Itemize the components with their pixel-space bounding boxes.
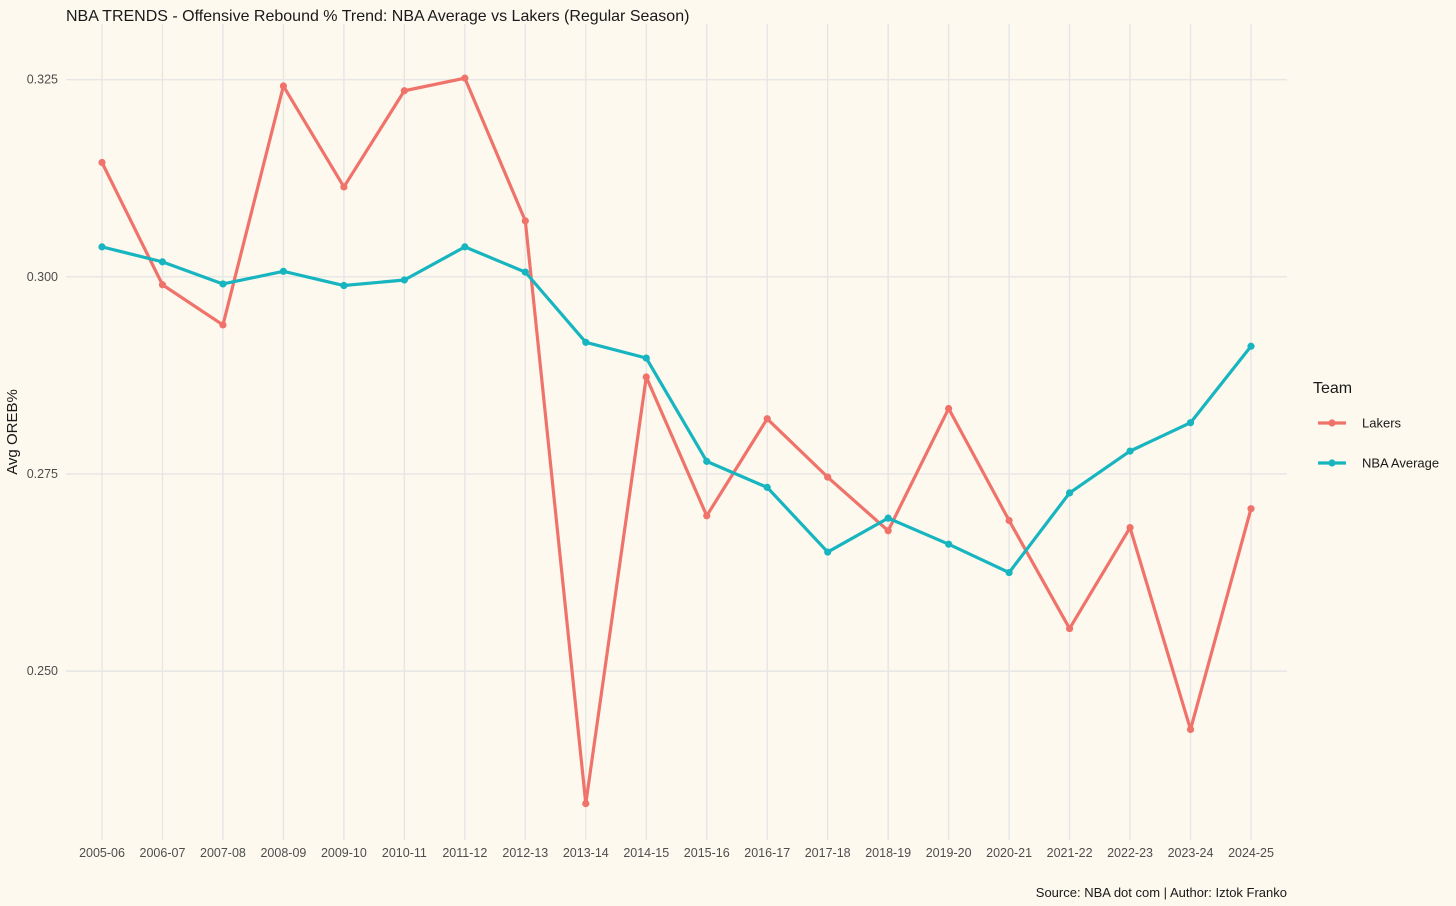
data-point-nba-average xyxy=(279,267,288,275)
data-point-nba-average xyxy=(703,457,711,465)
data-point-nba-average xyxy=(1126,447,1134,455)
y-tick-label: 0.275 xyxy=(27,467,58,481)
data-point-nba-average xyxy=(158,258,167,266)
data-point-nba-average xyxy=(1247,342,1255,350)
x-tick-label: 2024-25 xyxy=(1228,846,1274,860)
legend-label: Lakers xyxy=(1362,416,1402,431)
legend-item-lakers: Lakers xyxy=(1318,416,1402,431)
data-point-lakers xyxy=(1005,516,1013,525)
data-point-lakers xyxy=(1065,624,1074,633)
data-point-lakers xyxy=(945,404,953,413)
data-point-lakers xyxy=(1126,524,1134,532)
data-point-nba-average xyxy=(400,276,408,284)
data-point-lakers xyxy=(219,321,227,329)
data-point-lakers xyxy=(521,217,529,225)
data-point-nba-average xyxy=(1065,489,1074,497)
data-point-lakers xyxy=(703,512,711,520)
x-tick-label: 2022-23 xyxy=(1107,846,1153,860)
x-tick-label: 2020-21 xyxy=(986,846,1032,860)
legend-label: NBA Average xyxy=(1362,456,1439,471)
data-point-lakers xyxy=(158,281,167,289)
legend-title: Team xyxy=(1313,380,1352,397)
legend: Team Lakers NBA Average xyxy=(1313,380,1439,471)
data-point-lakers xyxy=(1186,725,1195,734)
x-tick-label: 2011-12 xyxy=(442,846,487,860)
x-tick-label: 2021-22 xyxy=(1047,846,1093,860)
x-tick-label: 2005-06 xyxy=(79,846,125,860)
x-tick-label: 2014-15 xyxy=(623,846,669,860)
data-point-nba-average xyxy=(98,243,106,251)
x-axis-ticks: 2005-06 2006-07 2007-08 2008-09 2009-10 2010-… xyxy=(79,846,1274,860)
x-tick-label: 2010-11 xyxy=(382,846,427,860)
data-point-nba-average xyxy=(340,281,348,290)
data-point-nba-average xyxy=(763,483,771,491)
legend-key-point xyxy=(1328,419,1336,427)
data-point-nba-average xyxy=(219,280,227,288)
series-nba-average xyxy=(98,243,1255,577)
data-point-lakers xyxy=(642,373,650,381)
data-point-nba-average xyxy=(642,354,650,362)
data-point-lakers xyxy=(824,473,832,481)
data-point-lakers xyxy=(400,87,408,95)
y-tick-label: 0.300 xyxy=(27,270,58,284)
chart-title: NBA TRENDS - Offensive Rebound % Trend: … xyxy=(66,8,689,25)
x-tick-label: 2007-08 xyxy=(200,846,246,860)
legend-key-point xyxy=(1328,459,1336,467)
y-tick-label: 0.250 xyxy=(27,664,58,678)
x-tick-label: 2015-16 xyxy=(684,846,730,860)
y-axis-ticks: 0.250 0.275 0.300 0.325 xyxy=(27,73,58,678)
series-line-lakers xyxy=(100,76,1253,806)
x-tick-label: 2012-13 xyxy=(502,846,548,860)
x-tick-label: 2019-20 xyxy=(926,846,972,860)
y-axis-title: Avg OREB% xyxy=(4,389,21,475)
series-lakers xyxy=(98,74,1255,808)
data-point-nba-average xyxy=(884,514,892,522)
x-tick-label: 2017-18 xyxy=(805,846,851,860)
x-tick-label: 2008-09 xyxy=(260,846,306,860)
data-point-nba-average xyxy=(945,540,953,548)
series-line-nba-average xyxy=(100,245,1253,575)
data-point-nba-average xyxy=(824,548,832,556)
x-tick-label: 2018-19 xyxy=(865,846,911,860)
x-tick-label: 2016-17 xyxy=(744,846,790,860)
data-point-lakers xyxy=(98,158,106,167)
legend-item-nba-average: NBA Average xyxy=(1318,456,1439,471)
data-point-lakers xyxy=(884,527,892,535)
data-point-lakers xyxy=(763,415,771,423)
data-point-lakers xyxy=(582,799,590,808)
grid xyxy=(66,24,1287,840)
data-point-nba-average xyxy=(461,243,469,251)
legend-items: Lakers NBA Average xyxy=(1318,416,1439,471)
x-tick-label: 2006-07 xyxy=(140,846,186,860)
data-point-lakers xyxy=(461,74,469,82)
data-point-lakers xyxy=(1247,505,1255,513)
y-tick-label: 0.325 xyxy=(27,73,58,87)
data-point-nba-average xyxy=(1186,419,1195,427)
data-point-nba-average xyxy=(582,338,590,346)
chart-caption: Source: NBA dot com | Author: Iztok Fran… xyxy=(1036,885,1287,900)
x-tick-label: 2013-14 xyxy=(563,846,609,860)
x-tick-label: 2009-10 xyxy=(321,846,367,860)
data-point-lakers xyxy=(279,82,288,90)
data-point-nba-average xyxy=(521,268,529,276)
series-layer xyxy=(98,74,1255,808)
data-point-nba-average xyxy=(1005,568,1013,577)
x-tick-label: 2023-24 xyxy=(1168,846,1214,860)
data-point-lakers xyxy=(340,183,348,191)
